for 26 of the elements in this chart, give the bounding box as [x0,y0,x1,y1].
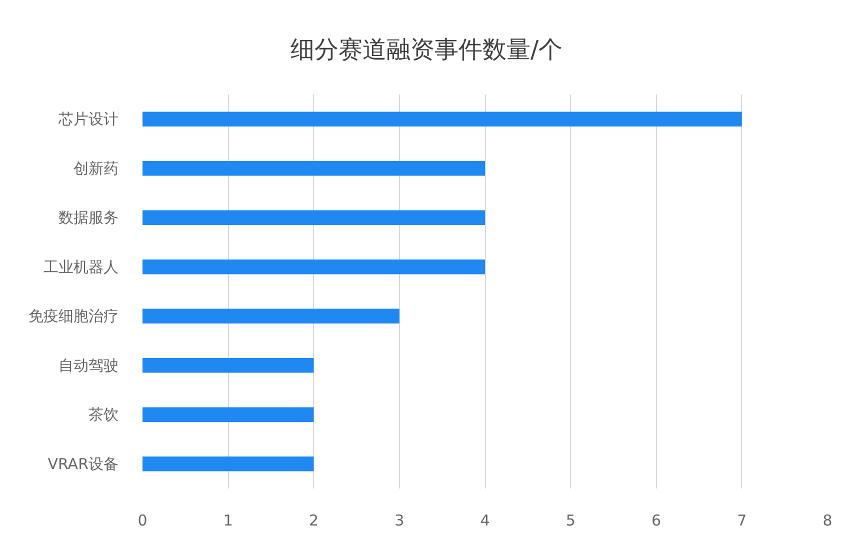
bar [142,259,485,274]
y-tick-label: 免疫细胞治疗 [28,307,118,326]
bar [142,308,400,324]
x-tick-label: 2 [308,512,319,530]
bar [142,160,485,176]
bar [142,358,314,373]
x-tick-label: 8 [822,512,832,530]
y-tick-label: 数据服务 [58,208,118,227]
x-tick-label: 0 [138,512,148,530]
bar [142,407,314,422]
y-tick-label: 创新药 [74,159,118,178]
y-tick-label: 茶饮 [88,406,118,424]
bar [142,456,314,472]
y-tick-label: 自动驾驶 [58,356,118,374]
x-tick-label: 7 [737,512,747,530]
y-tick-label: VRAR设备 [48,454,119,473]
chart-title: 细分赛道融资事件数量/个 [290,36,563,64]
x-tick-label: 4 [480,512,490,530]
x-tick-label: 3 [394,512,404,530]
x-tick-label: 6 [651,512,662,530]
x-tick-label: 5 [566,512,576,530]
x-tick-label: 1 [223,512,233,530]
bar [142,210,485,226]
y-tick-label: 工业机器人 [44,258,118,276]
bar [142,112,742,127]
y-tick-label: 芯片设计 [58,110,118,128]
